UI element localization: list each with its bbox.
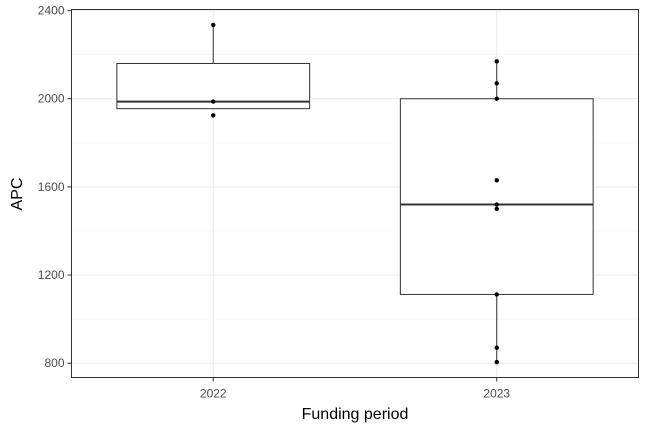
data-point [494,292,499,297]
data-point [494,59,499,64]
panel-border [71,9,639,378]
box-body [399,98,594,295]
data-point [494,96,499,101]
x-tick-label: 2022 [200,387,227,401]
y-tick-label: 800 [44,356,64,370]
data-point [211,22,216,28]
data-point [494,202,499,207]
data-point [211,113,216,118]
data-point [211,99,216,104]
y-axis-ticks: 800 1200 1600 2000 2400 [38,4,72,370]
data-point [494,178,499,183]
boxes [116,24,594,363]
x-axis-title: Funding period [302,406,409,423]
y-tick-label: 2000 [38,92,65,106]
data-point [494,206,499,212]
data-point [494,359,499,365]
x-tick-label: 2023 [483,387,510,401]
y-tick-label: 1600 [38,180,65,194]
y-axis-title: APC [9,178,26,211]
data-point [494,81,499,86]
data-points [211,22,499,365]
box-2023 [399,61,594,363]
x-axis-ticks: 2022 2023 [200,377,510,401]
y-tick-label: 1200 [38,268,65,282]
y-tick-label: 2400 [38,4,65,18]
data-point [494,345,499,350]
